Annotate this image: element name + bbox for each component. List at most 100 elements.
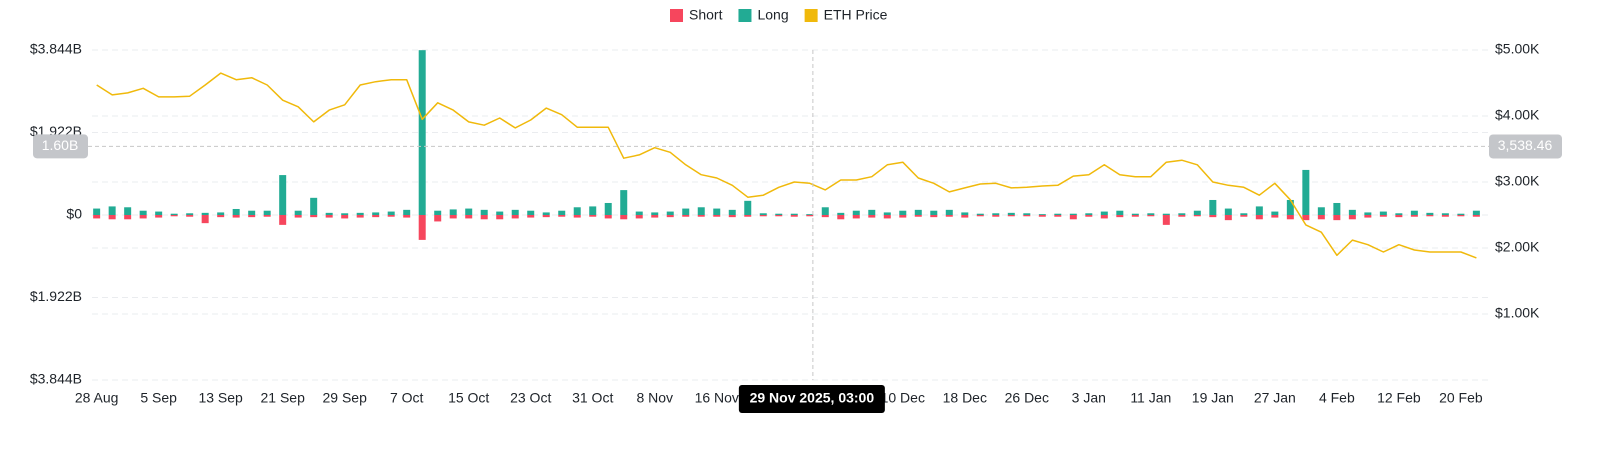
bar (1007, 212, 1015, 215)
bar (1116, 210, 1124, 215)
bar (806, 214, 814, 215)
bar (1457, 215, 1465, 217)
y-tick-label: $1.922B (30, 288, 82, 304)
bar (108, 206, 116, 215)
bar (868, 215, 876, 218)
bar (449, 209, 457, 215)
bar (1271, 215, 1279, 218)
bar (1023, 215, 1031, 217)
bar (1379, 215, 1387, 217)
price-line (96, 72, 1477, 259)
bar (821, 215, 829, 218)
bar (108, 215, 116, 220)
bar (744, 200, 752, 215)
bar (775, 213, 783, 215)
bar (992, 215, 1000, 217)
bar (1100, 211, 1108, 215)
bar (976, 213, 984, 215)
bar (899, 210, 907, 215)
x-tick-label: 5 Sep (140, 390, 177, 406)
bar (1038, 214, 1046, 215)
bar (1379, 211, 1387, 215)
bar (1457, 213, 1465, 215)
bar (434, 215, 442, 222)
bar (124, 215, 132, 220)
bar (1085, 213, 1093, 215)
bar (356, 212, 364, 215)
bar (465, 208, 473, 215)
bar (1302, 215, 1310, 221)
bar (620, 215, 628, 220)
x-tick-label: 19 Jan (1192, 390, 1234, 406)
bar (1348, 215, 1356, 220)
bar (1224, 215, 1232, 221)
bar (837, 215, 845, 220)
bar (759, 215, 767, 217)
legend-label: ETH Price (824, 7, 888, 23)
bar (372, 215, 380, 218)
bar (155, 211, 163, 215)
bar (294, 215, 302, 218)
bar (1100, 215, 1108, 219)
bar (728, 209, 736, 215)
bar (1162, 213, 1170, 215)
bar (1286, 215, 1294, 220)
bar (1147, 215, 1155, 217)
bar (434, 210, 442, 215)
bar (1472, 210, 1480, 215)
bar (899, 215, 907, 218)
bar (589, 215, 597, 217)
bar (1395, 215, 1403, 218)
y2-tick-label: $1.00K (1495, 305, 1540, 321)
bar (1007, 215, 1015, 217)
bar (914, 215, 922, 217)
bar (186, 215, 194, 217)
x-tick-label: 13 Sep (198, 390, 243, 406)
bar (310, 215, 318, 218)
bar (527, 210, 535, 215)
bar (635, 215, 643, 219)
bar (1271, 211, 1279, 215)
bar (201, 212, 209, 215)
x-tick-label: 11 Jan (1130, 390, 1171, 406)
bar (635, 211, 643, 215)
bar (356, 215, 364, 218)
bar (852, 210, 860, 215)
bar (170, 215, 178, 217)
bar (666, 211, 674, 215)
legend: Short Long ETH Price (670, 7, 888, 23)
bar (1209, 215, 1217, 218)
bar (93, 208, 101, 215)
bar (589, 206, 597, 215)
x-tick-label: 26 Dec (1005, 390, 1049, 406)
bar (279, 215, 287, 225)
bar (263, 210, 271, 215)
bar (139, 215, 147, 219)
bar (403, 215, 411, 218)
bar (961, 212, 969, 215)
x-tick-label: 8 Nov (636, 390, 673, 406)
bar (852, 215, 860, 219)
bar (759, 213, 767, 215)
bar (1317, 207, 1325, 215)
bar (930, 210, 938, 215)
bar (868, 209, 876, 215)
bar (1085, 215, 1093, 217)
crosshair-y-label: 1.60B (42, 137, 79, 153)
bar (1348, 209, 1356, 215)
bar (341, 215, 349, 219)
bar (465, 215, 473, 219)
x-tick-label: 23 Oct (510, 390, 551, 406)
y2-tick-label: $4.00K (1495, 107, 1540, 123)
bar (666, 215, 674, 218)
bar (1209, 199, 1217, 215)
crosshair-x-box (738, 385, 885, 413)
bar (1255, 206, 1263, 215)
bar (1178, 213, 1186, 215)
bar (682, 215, 690, 217)
y2-tick-label: $3.00K (1495, 173, 1540, 189)
bar (170, 213, 178, 215)
bar (1131, 213, 1139, 215)
bar (883, 215, 891, 219)
